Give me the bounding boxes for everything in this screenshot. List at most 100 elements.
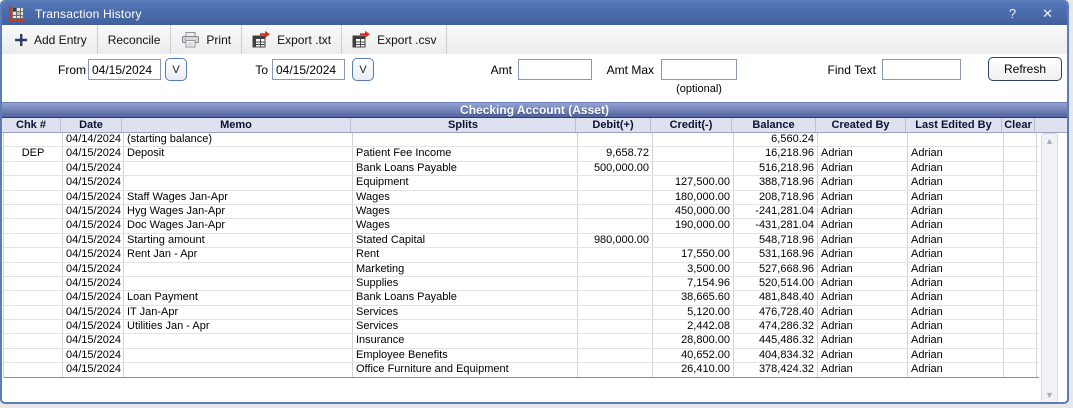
column-header-chk[interactable]: Chk # — [2, 118, 61, 132]
cell: Stated Capital — [353, 233, 578, 248]
close-button[interactable]: ✕ — [1042, 6, 1053, 21]
cell — [1004, 262, 1037, 276]
from-label: From — [58, 63, 86, 77]
amt-input[interactable] — [518, 59, 592, 80]
amt-label: Amt — [490, 63, 512, 77]
cell — [124, 276, 353, 291]
cell — [4, 276, 63, 291]
help-button[interactable]: ? — [1008, 6, 1017, 21]
cell: -241,281.04 — [734, 204, 818, 219]
scroll-up-icon[interactable]: ▲ — [1045, 136, 1054, 146]
reconcile-label: Reconcile — [107, 32, 161, 47]
table-row[interactable]: 04/15/2024 Rent Jan - Apr Rent 17,550.00 531… — [4, 248, 1039, 263]
table-row[interactable]: 04/15/2024 Equipment 127,500.00 388,718.96 A… — [4, 176, 1039, 191]
cell — [818, 133, 908, 147]
export-csv-button[interactable]: Export .csv — [342, 25, 448, 54]
cell: 04/15/2024 — [63, 204, 124, 219]
column-header-last-edited-by[interactable]: Last Edited By — [906, 118, 1002, 132]
cell — [4, 363, 63, 377]
cell: Adrian — [818, 276, 908, 291]
cell — [578, 348, 653, 363]
table-row[interactable]: 04/15/2024 Insurance 28,800.00 445,486.32 Ad… — [4, 334, 1039, 349]
cell — [4, 348, 63, 363]
to-date-input[interactable] — [272, 59, 345, 80]
column-header-memo[interactable]: Memo — [122, 118, 351, 132]
cell — [578, 363, 653, 377]
cell: 5,120.00 — [653, 305, 734, 320]
cell: 481,848.40 — [734, 291, 818, 305]
table-row[interactable]: 04/15/2024 Utilities Jan - Apr Services 2,4… — [4, 320, 1039, 335]
cell — [353, 133, 578, 147]
cell — [4, 219, 63, 233]
cell — [1004, 190, 1037, 204]
cell: Adrian — [818, 219, 908, 233]
cell: Adrian — [818, 147, 908, 161]
cell: Adrian — [818, 176, 908, 190]
plus-icon — [15, 33, 27, 46]
amt-max-input[interactable] — [661, 59, 737, 80]
cell: Adrian — [908, 147, 1004, 161]
print-button[interactable]: Print — [171, 25, 243, 54]
cell — [578, 305, 653, 320]
column-header-splits[interactable]: Splits — [351, 118, 576, 132]
cell — [653, 161, 734, 176]
table-row[interactable]: 04/15/2024 IT Jan-Apr Services 5,120.00 476,… — [4, 305, 1039, 321]
table-row[interactable]: 04/15/2024 Supplies 7,154.96 520,514.00 Adri… — [4, 276, 1039, 292]
find-text-input[interactable] — [882, 59, 961, 80]
cell — [1004, 147, 1037, 161]
table-row[interactable]: 04/15/2024 Marketing 3,500.00 527,668.96 Adr… — [4, 262, 1039, 277]
from-date-dropdown-button[interactable]: V — [165, 58, 187, 81]
grid-header-row: Chk # Date Memo Splits Debit(+) Credit(-) Bala… — [2, 118, 1067, 133]
cell: Wages — [353, 190, 578, 204]
column-header-balance[interactable]: Balance — [732, 118, 816, 132]
cell — [4, 305, 63, 320]
column-header-credit[interactable]: Credit(-) — [651, 118, 732, 132]
column-header-created-by[interactable]: Created By — [816, 118, 906, 132]
table-row[interactable]: 04/15/2024 Doc Wages Jan-Apr Wages 190,000.… — [4, 219, 1039, 234]
cell: 04/15/2024 — [63, 161, 124, 176]
table-row[interactable]: 04/15/2024 Employee Benefits 40,652.00 404,… — [4, 348, 1039, 364]
cell: Adrian — [818, 348, 908, 363]
export-txt-label: Export .txt — [277, 32, 332, 47]
scroll-down-icon[interactable]: ▼ — [1045, 390, 1054, 400]
cell — [578, 334, 653, 348]
table-row[interactable]: DEP 04/15/2024 Deposit Patient Fee Income 9,… — [4, 147, 1039, 162]
cell — [1004, 320, 1037, 334]
cell: Adrian — [818, 204, 908, 219]
column-header-debit[interactable]: Debit(+) — [576, 118, 651, 132]
cell: Wages — [353, 204, 578, 219]
vertical-scrollbar[interactable]: ▲ ▼ — [1041, 133, 1058, 402]
cell — [124, 176, 353, 190]
cell: 04/15/2024 — [63, 233, 124, 248]
table-row[interactable]: 04/15/2024 Bank Loans Payable 500,000.00 51… — [4, 161, 1039, 177]
cell — [578, 248, 653, 262]
table-row[interactable]: 04/15/2024 Starting amount Stated Capital 9… — [4, 233, 1039, 249]
export-csv-label: Export .csv — [377, 32, 437, 47]
window-title: Transaction History — [35, 6, 142, 21]
reconcile-button[interactable]: Reconcile — [98, 25, 172, 54]
cell: Bank Loans Payable — [353, 291, 578, 305]
to-date-dropdown-button[interactable]: V — [352, 58, 374, 81]
add-entry-button[interactable]: Add Entry — [4, 25, 98, 54]
table-row[interactable]: 04/15/2024 Office Furniture and Equipment… — [4, 363, 1039, 378]
export-txt-button[interactable]: Export .txt — [242, 25, 343, 54]
refresh-button[interactable]: Refresh — [988, 57, 1062, 81]
cell — [1004, 219, 1037, 233]
find-text-label: Find Text — [827, 63, 876, 77]
cell: Adrian — [818, 320, 908, 334]
table-row[interactable]: 04/15/2024 Hyg Wages Jan-Apr Wages 450,000.… — [4, 204, 1039, 220]
cell: Starting amount — [124, 233, 353, 248]
cell — [4, 291, 63, 305]
table-row[interactable]: 04/15/2024 Staff Wages Jan-Apr Wages 180,00… — [4, 190, 1039, 205]
column-header-date[interactable]: Date — [61, 118, 122, 132]
cell — [653, 147, 734, 161]
table-row[interactable]: 04/15/2024 Loan Payment Bank Loans Payable… — [4, 291, 1039, 306]
cell: Insurance — [353, 334, 578, 348]
cell: Adrian — [818, 248, 908, 262]
cell: Employee Benefits — [353, 348, 578, 363]
column-header-clear[interactable]: Clear — [1002, 118, 1035, 132]
cell — [578, 204, 653, 219]
cell — [1004, 176, 1037, 190]
table-row[interactable]: 04/14/2024 (starting balance) 6,560.24 — [4, 133, 1039, 148]
from-date-input[interactable] — [88, 59, 161, 80]
